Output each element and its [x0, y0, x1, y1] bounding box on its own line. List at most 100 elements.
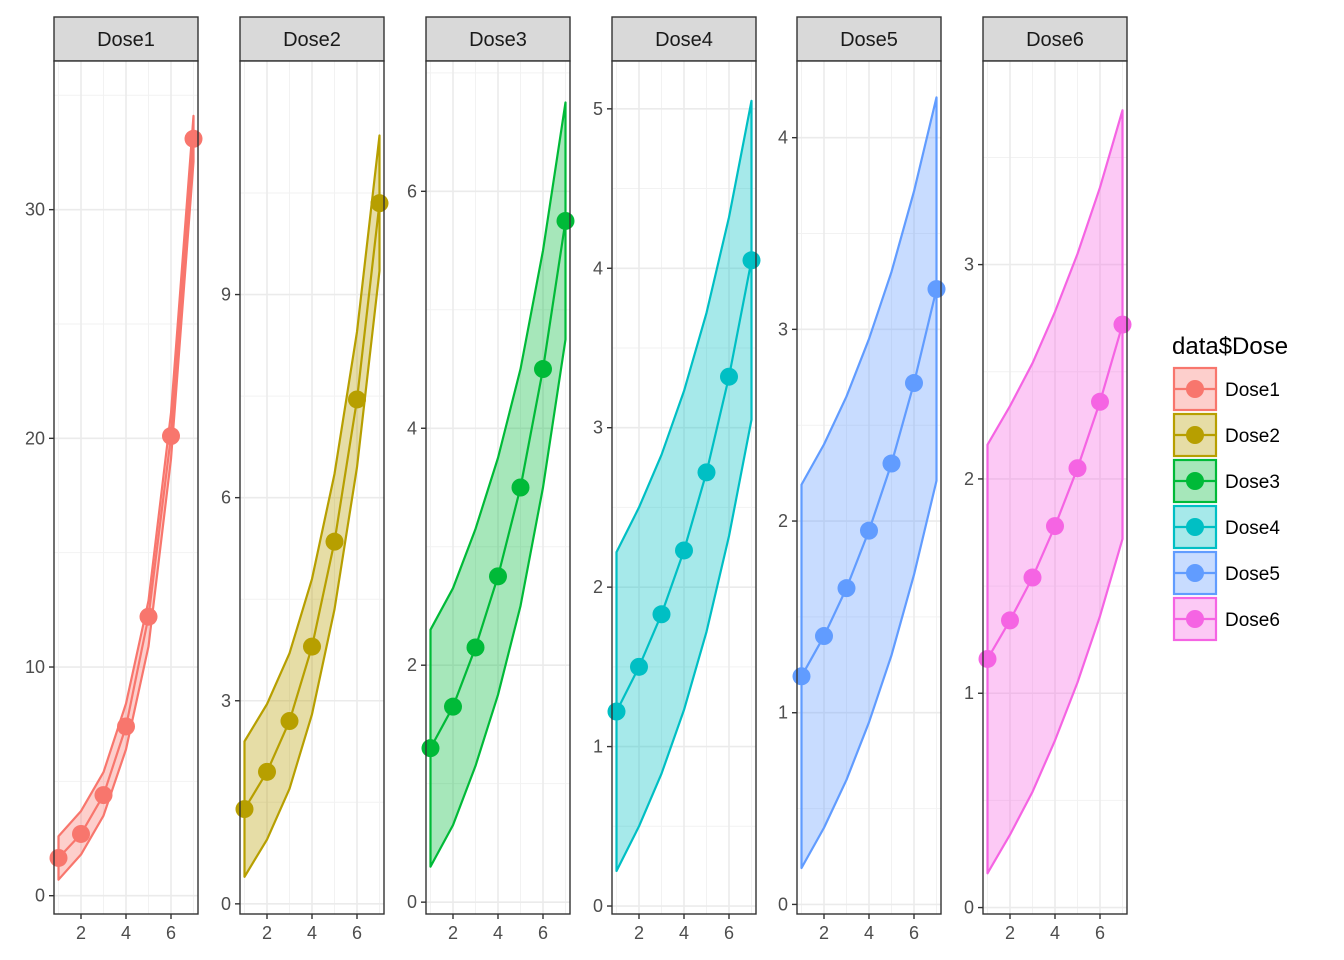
data-point — [235, 800, 254, 819]
facet-panel-dose2: Dose2 0 3 6 9 2 4 6 — [221, 16, 389, 943]
x-tick-label: 6 — [909, 923, 919, 943]
x-tick-label: 6 — [538, 923, 548, 943]
data-point — [978, 649, 997, 668]
confidence-band — [243, 134, 381, 878]
y-tick-label: 4 — [778, 128, 788, 148]
legend-label: Dose2 — [1225, 426, 1280, 447]
data-point — [720, 367, 738, 386]
data-point — [792, 667, 811, 686]
data-point — [652, 605, 671, 624]
data-point — [1046, 517, 1064, 536]
legend-label: Dose5 — [1225, 564, 1280, 585]
data-point — [184, 129, 203, 148]
data-point — [466, 638, 485, 657]
y-tick-label: 0 — [778, 894, 788, 914]
y-tick-label: 2 — [407, 655, 417, 675]
y-tick-label: 3 — [221, 691, 231, 711]
facet-strip-label: Dose6 — [1026, 29, 1084, 51]
x-tick-label: 6 — [724, 923, 734, 943]
y-tick-label: 20 — [25, 428, 45, 448]
data-point — [927, 280, 946, 299]
facet-strip-label: Dose4 — [655, 29, 713, 51]
data-point — [303, 637, 321, 656]
facet-strip-label: Dose5 — [840, 29, 898, 51]
legend-entry-dose6: Dose6 — [1172, 596, 1280, 642]
y-tick-label: 3 — [778, 319, 788, 339]
x-tick-label: 4 — [307, 923, 317, 943]
x-tick-label: 6 — [166, 923, 176, 943]
x-tick-label: 2 — [819, 923, 829, 943]
x-tick-label: 2 — [1005, 923, 1015, 943]
facet-strip — [982, 16, 1128, 62]
legend-entry-dose5: Dose5 — [1172, 550, 1280, 596]
y-tick-label: 2 — [593, 577, 603, 597]
legend-label: Dose1 — [1225, 380, 1280, 401]
y-tick-label: 9 — [221, 285, 231, 305]
facet-strip — [611, 16, 757, 62]
y-tick-label: 1 — [593, 737, 603, 757]
legend-title: data$Dose — [1172, 333, 1288, 360]
y-tick-label: 0 — [593, 896, 603, 916]
data-point — [280, 712, 299, 731]
confidence-band — [800, 96, 938, 870]
data-point — [675, 541, 693, 560]
legend-label: Dose6 — [1225, 610, 1280, 631]
data-point — [94, 786, 113, 805]
x-tick-label: 2 — [262, 923, 272, 943]
data-point — [1068, 459, 1087, 478]
facet-strip-label: Dose2 — [283, 29, 341, 51]
data-point — [444, 697, 462, 716]
legend-label: Dose4 — [1225, 518, 1280, 539]
y-tick-label: 1 — [964, 683, 974, 703]
x-tick-label: 4 — [864, 923, 874, 943]
y-tick-label: 4 — [407, 418, 417, 438]
legend-key-point — [1186, 564, 1204, 582]
x-tick-label: 4 — [1050, 923, 1060, 943]
data-point — [905, 374, 923, 393]
x-tick-label: 4 — [493, 923, 503, 943]
data-point — [49, 848, 68, 867]
data-point — [348, 390, 366, 409]
y-tick-label: 2 — [964, 469, 974, 489]
legend-label: Dose3 — [1225, 472, 1280, 493]
x-tick-label: 2 — [76, 923, 86, 943]
facet-strip-label: Dose1 — [97, 29, 155, 51]
y-tick-label: 1 — [778, 703, 788, 723]
legend: data$Dose Dose1 Dose2 Dose3 Dose4 Dose5 Dose6 — [1172, 333, 1288, 642]
legend-key-point — [1186, 426, 1204, 444]
y-tick-label: 0 — [407, 892, 417, 912]
y-tick-label: 0 — [35, 886, 45, 906]
data-point — [882, 454, 901, 473]
data-point — [607, 702, 626, 721]
x-tick-label: 4 — [121, 923, 131, 943]
legend-key-point — [1186, 610, 1204, 628]
y-tick-label: 2 — [778, 511, 788, 531]
data-point — [258, 762, 276, 781]
data-point — [511, 478, 530, 497]
data-point — [1091, 392, 1109, 411]
y-tick-label: 30 — [25, 200, 45, 220]
data-point — [860, 521, 878, 540]
y-tick-label: 3 — [593, 418, 603, 438]
data-point — [139, 607, 158, 626]
data-point — [489, 567, 507, 586]
data-point — [1023, 568, 1042, 587]
y-tick-label: 4 — [593, 258, 603, 278]
facet-panel-dose4: Dose4 0 1 2 3 4 5 2 4 6 — [593, 16, 761, 943]
data-point — [630, 657, 648, 676]
y-tick-label: 6 — [407, 181, 417, 201]
legend-entry-dose3: Dose3 — [1172, 458, 1280, 504]
x-tick-label: 2 — [448, 923, 458, 943]
data-point — [72, 824, 90, 843]
data-point — [421, 739, 440, 758]
facet-strip — [796, 16, 942, 62]
data-point — [837, 579, 856, 598]
legend-entry-dose4: Dose4 — [1172, 504, 1280, 550]
confidence-band — [615, 99, 753, 873]
x-tick-label: 4 — [679, 923, 689, 943]
facet-panel-dose6: Dose6 0 1 2 3 2 4 6 — [964, 16, 1132, 943]
x-tick-label: 6 — [352, 923, 362, 943]
facet-panel-dose1: Dose1 0 10 20 30 2 4 6 — [25, 16, 203, 943]
confidence-band — [986, 109, 1124, 875]
